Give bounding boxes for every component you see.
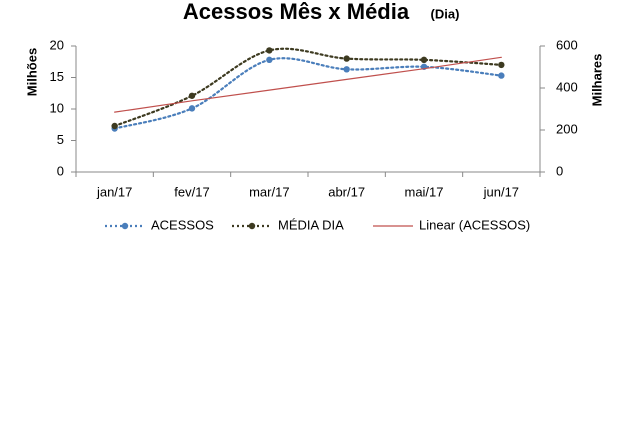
data-point [498, 72, 505, 79]
x-tick-label: mar/17 [249, 184, 289, 199]
x-tick-label: jun/17 [483, 184, 519, 199]
data-point [266, 47, 273, 54]
y2-tick-label: 200 [556, 121, 578, 136]
y2-tick-label: 600 [556, 37, 578, 52]
y-tick-label: 20 [50, 37, 64, 52]
data-point [343, 55, 350, 62]
y-tick-label: 0 [57, 163, 64, 178]
series-line [113, 57, 503, 130]
y-axis-label: Milhões [24, 48, 39, 96]
data-point [188, 105, 196, 112]
y2-tick-label: 0 [556, 163, 563, 178]
y-tick-label: 10 [50, 100, 64, 115]
data-point [266, 56, 273, 64]
data-point [188, 92, 196, 99]
data-point [111, 122, 118, 130]
legend-label: ACESSOS [151, 217, 214, 232]
data-point [343, 66, 350, 73]
y2-axis-label: Milhares [589, 54, 604, 107]
legend-label: MÉDIA DIA [278, 217, 344, 232]
x-tick-label: mai/17 [404, 184, 443, 199]
y2-tick-label: 400 [556, 79, 578, 94]
chart-title: Acessos Mês x Média [183, 0, 410, 24]
series-line [114, 56, 502, 113]
legend-marker [121, 222, 129, 230]
chart-subtitle: (Dia) [431, 6, 460, 21]
legend-marker [248, 222, 256, 230]
x-tick-label: jan/17 [96, 184, 132, 199]
x-tick-label: abr/17 [328, 184, 365, 199]
data-point [420, 56, 428, 64]
y-tick-label: 5 [57, 132, 64, 147]
x-tick-label: fev/17 [174, 184, 209, 199]
y-tick-label: 15 [50, 69, 64, 84]
legend-label: Linear (ACESSOS) [419, 217, 530, 232]
data-point [498, 61, 505, 69]
